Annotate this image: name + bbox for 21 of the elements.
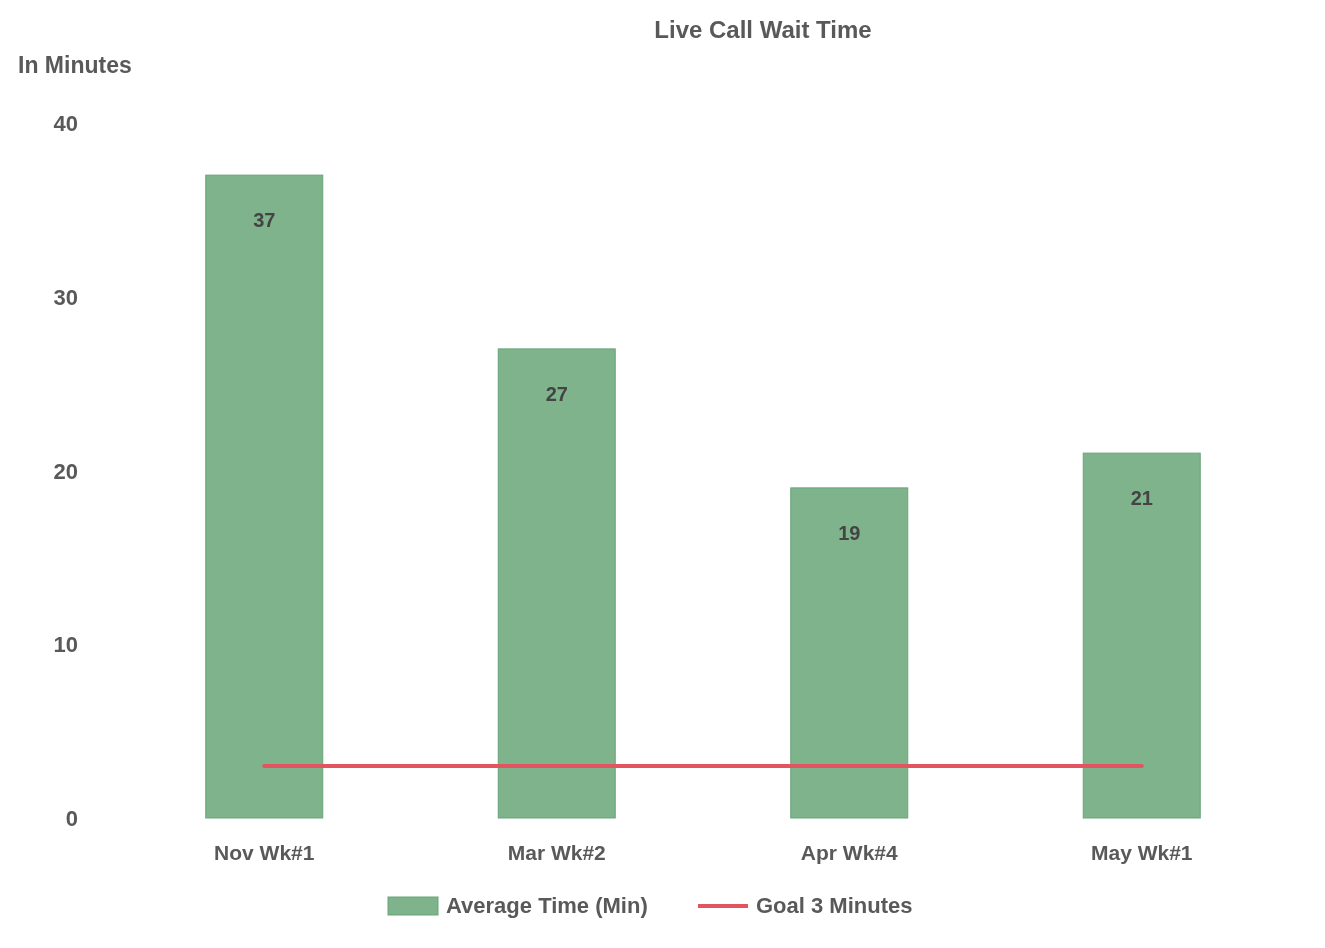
data-label: 19 <box>838 521 861 544</box>
y-tick-label: 10 <box>53 632 78 658</box>
data-label: 21 <box>1130 487 1153 510</box>
data-label: 37 <box>253 209 276 232</box>
x-tick-label: Nov Wk#1 <box>214 841 315 864</box>
y-tick-label: 20 <box>53 458 78 484</box>
y-axis-title: In Minutes <box>18 52 132 78</box>
bar <box>1082 452 1201 819</box>
x-tick-label: Apr Wk#4 <box>800 841 898 864</box>
bar <box>205 174 324 819</box>
y-tick-label: 40 <box>53 111 78 136</box>
legend-label: Goal 3 Minutes <box>756 893 913 918</box>
x-tick-label: Mar Wk#2 <box>507 841 606 864</box>
data-label: 27 <box>545 382 568 405</box>
chart-title: Live Call Wait Time <box>654 16 872 43</box>
x-tick-label: May Wk#1 <box>1090 841 1193 864</box>
legend-label: Average Time (Min) <box>446 893 648 918</box>
y-tick-label: 0 <box>65 806 78 831</box>
bar <box>497 348 616 819</box>
y-tick-label: 30 <box>53 284 78 310</box>
bar <box>790 487 909 819</box>
